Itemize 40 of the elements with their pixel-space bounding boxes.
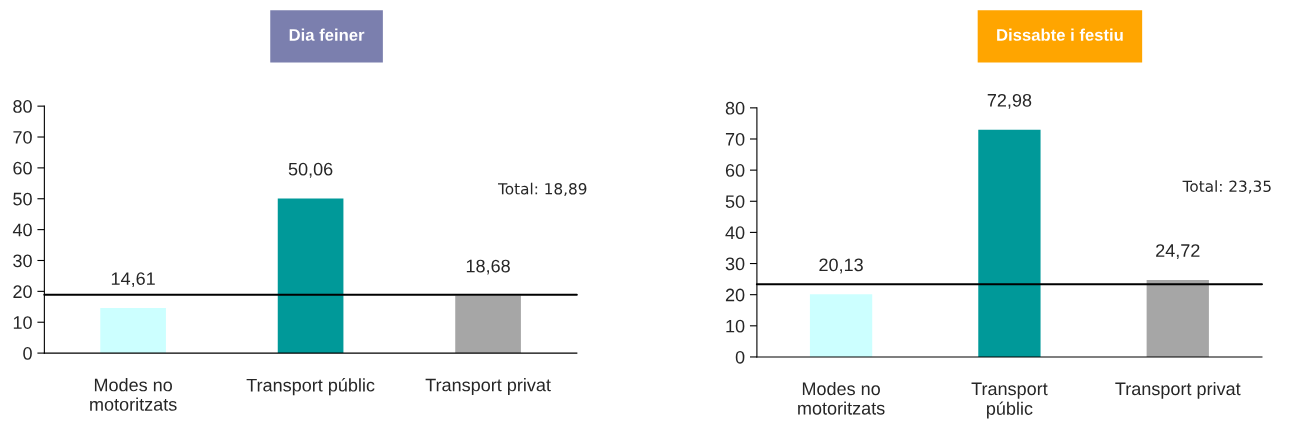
y-tick-label: 20 [725, 288, 745, 302]
y-tick-label: 0 [23, 347, 32, 360]
y-tick-label: 50 [13, 192, 32, 206]
bar [100, 308, 166, 354]
y-tick-label: 40 [12, 223, 32, 237]
y-tick-label: 0 [735, 350, 745, 364]
bar [455, 295, 521, 354]
data-label: 72,98 [987, 93, 1032, 109]
data-label: 24,72 [1156, 244, 1200, 260]
x-tick-label: Transport públic [971, 382, 1048, 419]
y-tick-label: 10 [13, 316, 32, 329]
y-tick-label: 70 [13, 130, 32, 144]
y-tick-label: 30 [13, 254, 32, 268]
data-label: 20,13 [819, 258, 863, 274]
bar [978, 129, 1041, 357]
y-tick-label: 80 [725, 101, 745, 115]
ref-line-label: Total: 18,89 [498, 182, 587, 197]
x-tick-label: Transport públic [246, 378, 375, 396]
x-tick-label: Transport privat [425, 378, 551, 395]
y-tick-label: 20 [13, 285, 32, 299]
x-tick-label: Modes no motoritzats [798, 381, 885, 415]
y-tick-label: 70 [725, 132, 745, 146]
y-tick-label: 80 [13, 100, 32, 113]
chart-title: Dissabte i festiu [997, 28, 1123, 41]
bar [1146, 279, 1209, 357]
y-tick-label: 60 [725, 164, 745, 177]
y-tick-label: 10 [726, 319, 745, 333]
x-tick-label: Modes no motoritzats [90, 378, 177, 411]
y-tick-label: 60 [13, 161, 32, 175]
y-tick-label: 50 [725, 195, 745, 208]
y-tick-label: 30 [725, 257, 745, 271]
bar [809, 294, 873, 357]
x-tick-label: Transport privat [1115, 381, 1241, 399]
data-label: 18,68 [466, 259, 510, 275]
y-tick-label: 40 [725, 226, 745, 240]
chart-title: Dia feiner [289, 28, 365, 41]
data-label: 14,61 [111, 272, 155, 288]
bar [277, 198, 344, 354]
data-label: 50,06 [288, 162, 333, 178]
ref-line-label: Total: 23,35 [1182, 180, 1271, 194]
